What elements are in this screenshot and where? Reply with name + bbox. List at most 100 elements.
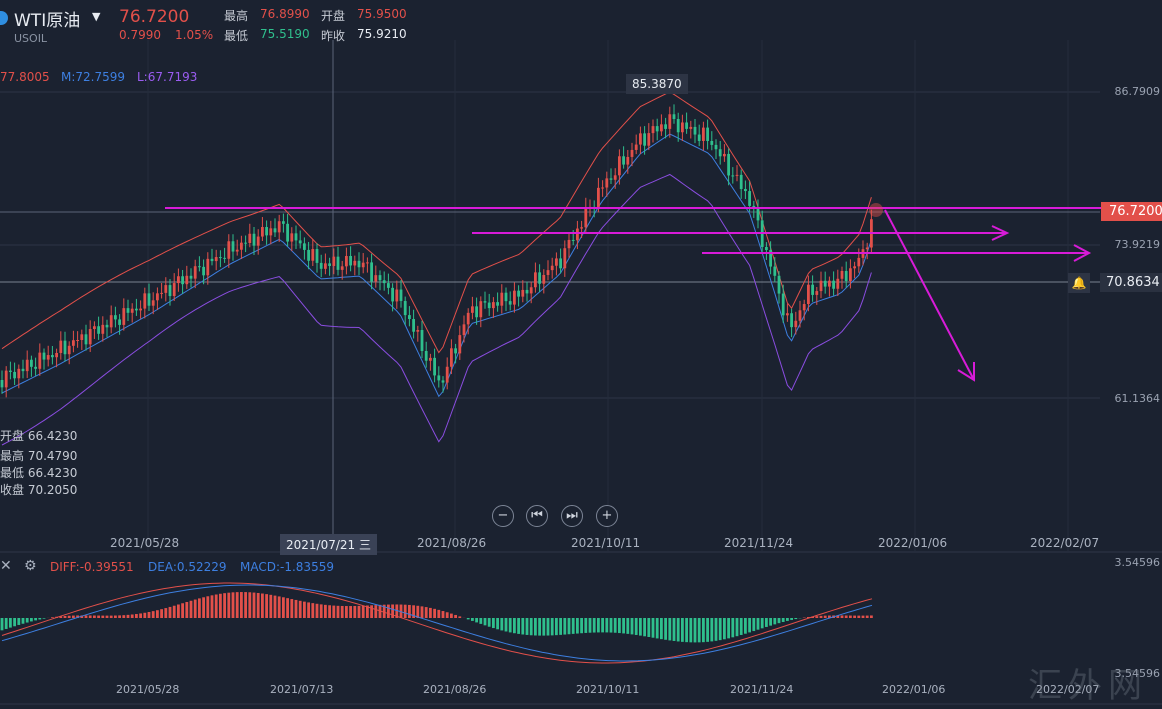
candle-body <box>210 258 214 262</box>
macd-bar <box>769 618 772 626</box>
candle-body <box>639 133 642 145</box>
macd-bar <box>521 618 525 635</box>
macd-diff-label: DIFF:-0.39551 <box>50 560 134 574</box>
symbol-code: USOIL <box>14 32 48 45</box>
macd-bar <box>198 598 201 618</box>
xaxis-label: 2022/02/07 <box>1030 536 1100 550</box>
macd-bar <box>441 611 445 618</box>
candle-body <box>790 313 793 328</box>
macd-bar <box>849 615 852 618</box>
candle-body <box>840 270 844 279</box>
chart-grid <box>0 40 1162 705</box>
macd-bar <box>189 600 193 618</box>
macd-bar <box>298 600 302 618</box>
alert-price-tag[interactable]: 70.8634 <box>1100 273 1162 292</box>
macd-axis-top: 3.54596 <box>1114 556 1161 569</box>
macd-bar <box>303 601 306 618</box>
macd-bar <box>844 615 848 618</box>
macd-value-label: MACD:-1.83559 <box>240 560 334 574</box>
candle-body <box>844 270 848 282</box>
macd-bar <box>790 618 793 620</box>
candle-body <box>689 126 693 129</box>
macd-bar <box>324 604 327 618</box>
candle-body <box>72 340 75 346</box>
macd-dea-line <box>1 584 873 662</box>
close-icon[interactable]: ✕ <box>0 558 12 574</box>
macd-bar <box>685 618 688 643</box>
candle-body <box>576 228 579 241</box>
chevron-down-icon[interactable]: ▼ <box>92 10 101 23</box>
candle-body <box>164 285 168 293</box>
ohlc-high: 最高 70.4790 <box>0 449 78 463</box>
scroll-start-button[interactable]: ⏮ <box>526 505 548 527</box>
macd-bar <box>420 606 424 618</box>
macd-bar <box>756 618 760 630</box>
candle-body <box>752 205 756 209</box>
macd-bar <box>315 603 319 618</box>
macd-bar <box>290 599 294 618</box>
xaxis-label: 2021/10/11 <box>571 536 641 550</box>
scroll-end-button[interactable]: ⏭ <box>561 505 583 527</box>
candle-body <box>819 280 823 292</box>
candle-body <box>21 368 25 372</box>
candle-body <box>836 278 840 289</box>
candle-body <box>231 241 235 252</box>
macd-bar <box>618 618 621 634</box>
candle-body <box>382 280 386 284</box>
gear-icon[interactable]: ⚙ <box>24 558 37 574</box>
macd-bar <box>67 615 71 618</box>
symbol-name[interactable]: WTI原油 <box>14 11 81 31</box>
macd-bar <box>815 616 819 618</box>
macd-bar <box>286 598 289 618</box>
candle-body <box>647 133 651 146</box>
candle-body <box>517 290 520 297</box>
macd-bar <box>9 618 12 628</box>
candle-body <box>744 188 747 192</box>
macd-bar <box>567 618 571 635</box>
candle-body <box>219 257 222 259</box>
xaxis2-label: 2021/05/28 <box>116 683 180 696</box>
candle-body <box>51 355 54 358</box>
candle-body <box>450 348 453 367</box>
candle-body <box>412 319 415 332</box>
bell-icon[interactable]: 🔔 <box>1068 273 1090 293</box>
candle-body <box>223 257 226 259</box>
last-price: 76.7200 <box>119 7 190 27</box>
macd-bar <box>580 618 583 634</box>
candle-body <box>613 175 617 180</box>
macd-bar <box>601 618 604 633</box>
candle-body <box>193 266 197 279</box>
candle-body <box>483 301 487 303</box>
candle-body <box>63 340 67 355</box>
bollinger-bands <box>1 91 872 446</box>
macd-bar <box>748 618 751 633</box>
candle-body <box>277 221 281 233</box>
candle-body <box>416 330 420 332</box>
macd-bar <box>168 606 172 618</box>
macd-bar <box>664 618 667 640</box>
macd-bar <box>328 605 331 618</box>
candle-body <box>496 302 499 306</box>
candle-body <box>550 265 554 271</box>
zoom-in-button[interactable]: + <box>596 505 618 527</box>
candle-body <box>664 124 667 129</box>
macd-bar <box>63 615 67 618</box>
candle-body <box>80 334 84 340</box>
boll-lower-label: L:67.7193 <box>137 70 198 84</box>
candle-body <box>353 260 357 266</box>
xaxis2-label: 2021/08/26 <box>423 683 487 696</box>
macd-bar <box>542 618 546 636</box>
candle-body <box>508 301 512 305</box>
candle-body <box>424 350 428 361</box>
candle-body <box>202 266 205 276</box>
candle-body <box>832 280 835 289</box>
candle-body <box>147 293 151 306</box>
prev-close-value: 75.9210 <box>357 27 407 41</box>
candle-body <box>433 357 436 376</box>
candle-body <box>17 368 21 379</box>
macd-bar <box>42 618 46 619</box>
ohlc-close: 收盘 70.2050 <box>0 483 78 497</box>
candle-body <box>815 291 819 295</box>
zoom-out-button[interactable]: − <box>492 505 514 527</box>
